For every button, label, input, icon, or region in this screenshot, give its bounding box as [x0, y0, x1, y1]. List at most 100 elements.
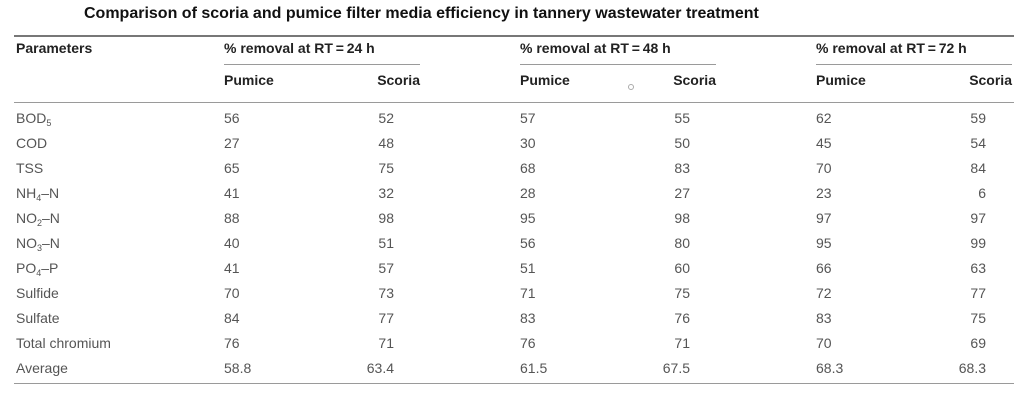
parameter-name: Total chromium: [16, 335, 111, 351]
table-row: Total chromium 76 71 76 71 70 69: [0, 335, 1024, 360]
group-underline-24h: [224, 64, 420, 65]
value-cell: 57: [378, 260, 394, 276]
subheader-pumice-72h: Pumice: [816, 72, 866, 88]
value-cell: 62: [816, 110, 832, 126]
value-cell: 98: [674, 210, 690, 226]
subheader-pumice-24h: Pumice: [224, 72, 274, 88]
header-rule: [14, 102, 1014, 103]
parameter-name: BOD: [16, 110, 47, 126]
top-rule: [14, 35, 1014, 37]
value-cell: 23: [816, 185, 832, 201]
value-cell: 61.5: [520, 360, 548, 376]
parameter-name: NO: [16, 210, 37, 226]
subheader-pumice-48h: Pumice: [520, 72, 570, 88]
parameter-suffix: –N: [41, 185, 60, 201]
value-cell: 70: [816, 160, 832, 176]
value-cell: 51: [378, 235, 394, 251]
value-cell: 54: [970, 135, 986, 151]
value-cell: 27: [224, 135, 240, 151]
value-cell: 84: [224, 310, 240, 326]
value-cell: 71: [520, 285, 536, 301]
parameter-suffix: –N: [42, 210, 60, 226]
value-cell: 77: [378, 310, 394, 326]
value-cell: 95: [816, 235, 832, 251]
value-cell: 30: [520, 135, 536, 151]
value-cell: 97: [816, 210, 832, 226]
row-parameter: Average: [16, 360, 68, 376]
parameter-suffix: –N: [42, 235, 60, 251]
value-cell: 83: [674, 160, 690, 176]
value-cell: 52: [378, 110, 394, 126]
parameter-subscript: 2: [37, 218, 43, 228]
row-parameter: Sulfate: [16, 310, 60, 326]
value-cell: 50: [674, 135, 690, 151]
row-parameter: NO2–N: [16, 210, 60, 228]
parameter-name: PO: [16, 260, 37, 276]
row-parameter: NO3–N: [16, 235, 60, 253]
value-cell: 71: [674, 335, 690, 351]
value-cell: 32: [378, 185, 394, 201]
value-cell: 40: [224, 235, 240, 251]
header-group-72h: % removal at RT = 72 h: [816, 40, 967, 56]
row-parameter: NH4–N: [16, 185, 60, 203]
table-row: COD 27 48 30 50 45 54: [0, 135, 1024, 160]
value-cell: 80: [674, 235, 690, 251]
value-cell: 97: [970, 210, 986, 226]
value-cell: 88: [224, 210, 240, 226]
parameter-name: COD: [16, 135, 48, 151]
header-group-24h: % removal at RT = 24 h: [224, 40, 375, 56]
group-underline-48h: [520, 64, 716, 65]
value-cell: 63.4: [366, 360, 394, 376]
table-row: Sulfide 70 73 71 75 72 77: [0, 285, 1024, 310]
value-cell: 83: [520, 310, 536, 326]
parameter-name: NO: [16, 235, 37, 251]
value-cell: 70: [816, 335, 832, 351]
parameter-name: Average: [16, 360, 68, 376]
value-cell: 76: [224, 335, 240, 351]
value-cell: 41: [224, 260, 240, 276]
value-cell: 60: [674, 260, 690, 276]
table-row: NO2–N 88 98 95 98 97 97: [0, 210, 1024, 235]
artifact-dot: [628, 84, 634, 90]
value-cell: 75: [378, 160, 394, 176]
value-cell: 67.5: [662, 360, 690, 376]
value-cell: 95: [520, 210, 536, 226]
table-row: BOD5 56 52 57 55 62 59: [0, 110, 1024, 135]
row-parameter: Total chromium: [16, 335, 111, 351]
value-cell: 98: [378, 210, 394, 226]
table-row: Average 58.8 63.4 61.5 67.5 68.3 68.3: [0, 360, 1024, 385]
value-cell: 55: [674, 110, 690, 126]
value-cell: 56: [224, 110, 240, 126]
table-row: TSS 65 75 68 83 70 84: [0, 160, 1024, 185]
subheader-scoria-24h: Scoria: [377, 72, 420, 88]
value-cell: 56: [520, 235, 536, 251]
value-cell: 48: [378, 135, 394, 151]
row-parameter: BOD5: [16, 110, 51, 128]
row-parameter: Sulfide: [16, 285, 59, 301]
value-cell: 73: [378, 285, 394, 301]
value-cell: 69: [970, 335, 986, 351]
value-cell: 75: [970, 310, 986, 326]
value-cell: 59: [970, 110, 986, 126]
subheader-scoria-72h: Scoria: [969, 72, 1012, 88]
value-cell: 75: [674, 285, 690, 301]
parameter-subscript: 4: [36, 193, 42, 203]
table-row: PO4–P 41 57 51 60 66 63: [0, 260, 1024, 285]
value-cell: 68.3: [816, 360, 844, 376]
table-row: NH4–N 41 32 28 27 23 6: [0, 185, 1024, 210]
value-cell: 68.3: [958, 360, 986, 376]
subheader-scoria-48h: Scoria: [673, 72, 716, 88]
value-cell: 66: [816, 260, 832, 276]
value-cell: 41: [224, 185, 240, 201]
parameter-name: Sulfide: [16, 285, 59, 301]
value-cell: 77: [970, 285, 986, 301]
value-cell: 65: [224, 160, 240, 176]
header-parameters: Parameters: [16, 40, 93, 56]
parameter-name: TSS: [16, 160, 44, 176]
row-parameter: TSS: [16, 160, 43, 176]
value-cell: 99: [970, 235, 986, 251]
group-underline-72h: [816, 64, 1012, 65]
value-cell: 51: [520, 260, 536, 276]
value-cell: 6: [978, 185, 986, 201]
value-cell: 68: [520, 160, 536, 176]
